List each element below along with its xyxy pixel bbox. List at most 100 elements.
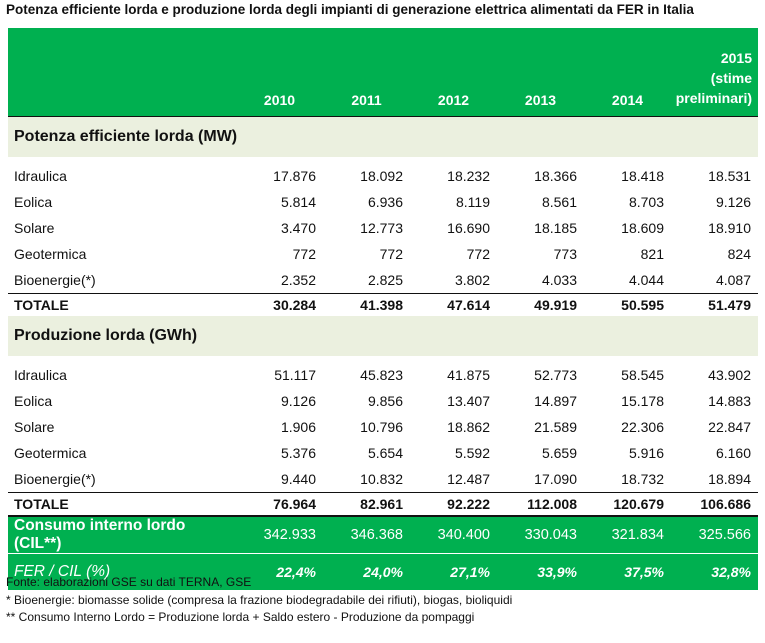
table-row: Bioenergie(*) 2.352 2.825 3.802 4.033 4.…	[8, 267, 758, 294]
cell-value: 18.862	[447, 419, 490, 435]
cell-value: 8.119	[456, 194, 490, 210]
cell-value: 82.961	[323, 492, 410, 516]
cell-value: 6.160	[715, 445, 751, 461]
cell-value: 17.876	[273, 168, 316, 184]
cell-value: 51.479	[671, 293, 758, 316]
footnotes: Fonte: elaborazioni GSE su dati TERNA, G…	[6, 574, 512, 627]
section-title: Potenza efficiente lorda (MW)	[8, 116, 758, 157]
cell-value: 330.043	[497, 515, 584, 554]
cell-value: 22,4%	[236, 553, 323, 590]
cell-value: 18.185	[534, 220, 577, 236]
cell-value: 10.796	[360, 419, 403, 435]
row-label: Solare	[14, 419, 55, 435]
cell-value: 49.919	[497, 293, 584, 316]
row-label: Eolica	[14, 194, 53, 210]
cell-value: 16.690	[447, 220, 490, 236]
cell-value: 5.814	[280, 194, 316, 210]
cell-value: 4.033	[541, 272, 577, 288]
cell-value: 92.222	[410, 492, 497, 516]
cell-value: 340.400	[410, 515, 497, 554]
header-row: 2010 2011 2012 2013 2014 2015 (stime pre…	[8, 28, 758, 117]
cell-value: 773	[553, 246, 577, 262]
cell-value: 52.773	[534, 367, 577, 383]
row-label: TOTALE	[8, 293, 236, 316]
row-label: Bioenergie(*)	[14, 471, 96, 487]
cell-value: 1.906	[280, 419, 316, 435]
cell-value: 12.773	[360, 220, 403, 236]
cell-value: 8.561	[541, 194, 577, 210]
cell-value: 47.614	[410, 293, 497, 316]
cell-value: 821	[640, 246, 664, 262]
cell-value: 18.092	[360, 168, 403, 184]
cell-value: 772	[466, 246, 490, 262]
cell-value: 5.659	[541, 445, 577, 461]
cell-value: 18.232	[447, 168, 490, 184]
table-row: Eolica 9.126 9.856 13.407 14.897 15.178 …	[8, 388, 758, 414]
cell-value: 5.654	[367, 445, 403, 461]
total-row: TOTALE 76.964 82.961 92.222 112.008 120.…	[8, 492, 758, 516]
cell-value: 18.609	[621, 220, 664, 236]
header-year-line: 2015	[720, 50, 752, 66]
header-year: 2014	[584, 28, 671, 117]
cell-value: 4.087	[715, 272, 751, 288]
cell-value: 5.592	[454, 445, 490, 461]
row-label: Geotermica	[14, 445, 87, 461]
section-header-produzione: Produzione lorda (GWh)	[8, 316, 758, 356]
table-title: Potenza efficiente lorda e produzione lo…	[6, 2, 694, 17]
cell-value: 14.897	[534, 393, 577, 409]
fer-table: 2010 2011 2012 2013 2014 2015 (stime pre…	[8, 28, 758, 590]
cell-value: 41.875	[447, 367, 490, 383]
cell-value: 15.178	[621, 393, 664, 409]
cell-value: 10.832	[360, 471, 403, 487]
table-row: Bioenergie(*) 9.440 10.832 12.487 17.090…	[8, 466, 758, 493]
table-row: Idraulica 17.876 18.092 18.232 18.366 18…	[8, 157, 758, 189]
cell-value: 45.823	[360, 367, 403, 383]
cell-value: 5.916	[628, 445, 664, 461]
row-label: Bioenergie(*)	[14, 272, 96, 288]
cell-value: 14.883	[708, 393, 751, 409]
row-label: Geotermica	[14, 246, 87, 262]
footnote-cil: ** Consumo Interno Lordo = Produzione lo…	[6, 610, 475, 624]
header-year: 2013	[497, 28, 584, 117]
table-row: Solare 1.906 10.796 18.862 21.589 22.306…	[8, 414, 758, 440]
cell-value: 3.470	[280, 220, 316, 236]
cell-value: 4.044	[628, 272, 664, 288]
row-label: Consumo interno lordo (CIL**)	[8, 515, 236, 554]
table-row: Idraulica 51.117 45.823 41.875 52.773 58…	[8, 356, 758, 388]
footnote-bioenergie: * Bioenergie: biomasse solide (compresa …	[6, 592, 513, 607]
table-row: Geotermica 5.376 5.654 5.592 5.659 5.916…	[8, 440, 758, 466]
cell-value: 106.686	[671, 492, 758, 516]
cell-value: 22.306	[621, 419, 664, 435]
section-header-potenza: Potenza efficiente lorda (MW)	[8, 116, 758, 157]
cell-value: 27,1%	[410, 553, 497, 590]
cell-value: 32,8%	[671, 553, 758, 590]
cell-value: 12.487	[447, 471, 490, 487]
cell-value: 772	[292, 246, 316, 262]
cell-value: 37,5%	[584, 553, 671, 590]
cell-value: 43.902	[708, 367, 751, 383]
cell-value: 22.847	[708, 419, 751, 435]
row-label: Eolica	[14, 393, 53, 409]
cell-value: 346.368	[323, 515, 410, 554]
total-row: TOTALE 30.284 41.398 47.614 49.919 50.59…	[8, 293, 758, 316]
cell-value: 41.398	[323, 293, 410, 316]
cell-value: 18.418	[621, 168, 664, 184]
header-year: 2011	[323, 28, 410, 117]
cell-value: 30.284	[236, 293, 323, 316]
cell-value: 24,0%	[323, 553, 410, 590]
cell-value: 2.825	[367, 272, 403, 288]
cell-value: 9.440	[280, 471, 316, 487]
cell-value: 325.566	[671, 515, 758, 554]
cell-value: 50.595	[584, 293, 671, 316]
header-label-cell	[8, 28, 236, 117]
cell-value: 6.936	[367, 194, 403, 210]
cell-value: 33,9%	[497, 553, 584, 590]
cell-value: 321.834	[584, 515, 671, 554]
header-year: 2012	[410, 28, 497, 117]
cell-value: 51.117	[274, 367, 316, 383]
cell-value: 21.589	[534, 419, 577, 435]
row-label: FER / CIL (%)	[8, 553, 236, 590]
row-label: Solare	[14, 220, 55, 236]
cell-value: 17.090	[534, 471, 577, 487]
